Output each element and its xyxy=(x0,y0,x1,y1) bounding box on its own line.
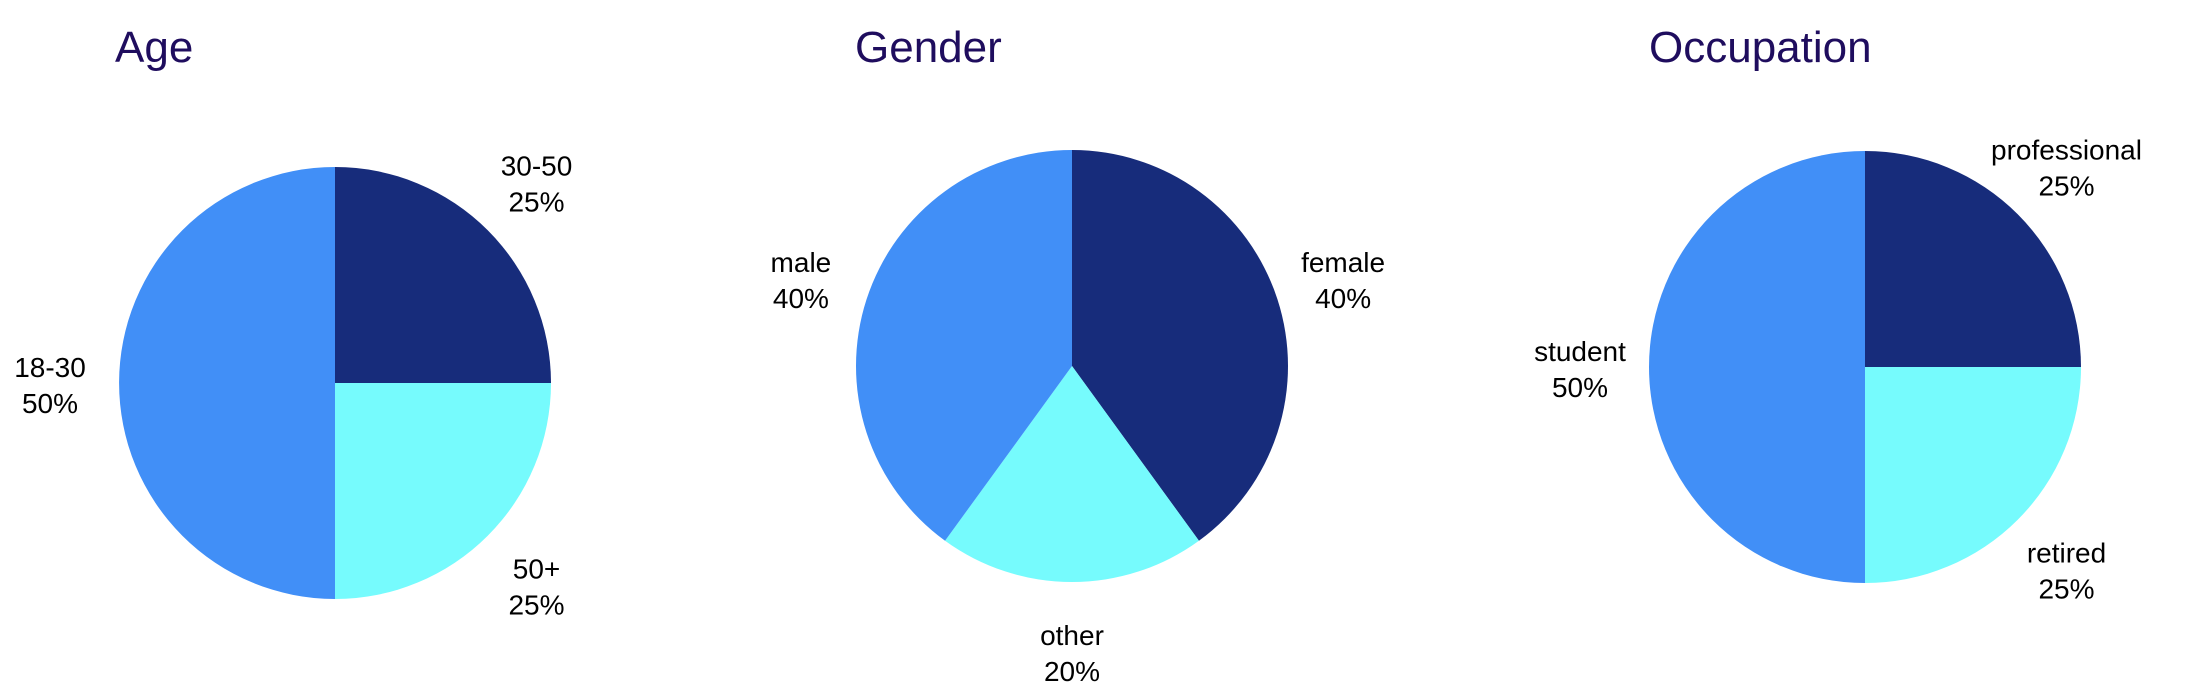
slice-label-18-30: 18-30 50% xyxy=(14,352,86,419)
pie-slice-male xyxy=(855,150,1072,541)
pie-slice-student xyxy=(1649,151,1865,583)
slice-category-label: female xyxy=(1301,247,1385,278)
slice-label-male: male 40% xyxy=(771,247,832,314)
slice-label-professional: professional 25% xyxy=(1991,135,2142,202)
chart-title-age: Age xyxy=(115,23,193,72)
pie-slice-retired xyxy=(1865,367,2081,583)
slice-percent-label: 50% xyxy=(1552,372,1608,403)
slice-percent-label: 50% xyxy=(22,388,78,419)
slice-label-30-50: 30-50 25% xyxy=(501,151,573,218)
slice-percent-label: 40% xyxy=(1315,283,1371,314)
pie-slice-18-30 xyxy=(119,167,335,599)
slice-percent-label: 25% xyxy=(2038,171,2094,202)
pie-slice-30-50 xyxy=(335,167,551,383)
slice-category-label: male xyxy=(771,247,832,278)
slice-percent-label: 20% xyxy=(1044,656,1100,687)
chart-title-gender: Gender xyxy=(855,23,1002,72)
pie-chart-age: Age 30-50 25%50+ 25%18-30 50% xyxy=(14,23,572,621)
slice-label-female: female 40% xyxy=(1301,247,1385,314)
slice-category-label: 30-50 xyxy=(501,151,573,182)
slice-percent-label: 25% xyxy=(508,187,564,218)
pie-slice-other xyxy=(945,366,1199,583)
pie-slice-professional xyxy=(1865,151,2081,367)
pie-chart-occupation: Occupation professional 25% retired 25% stud… xyxy=(1534,23,2142,605)
slice-category-label: retired xyxy=(2027,538,2106,569)
slice-category-label: professional xyxy=(1991,135,2142,166)
slice-percent-label: 25% xyxy=(508,590,564,621)
slice-percent-label: 25% xyxy=(2038,574,2094,605)
slice-category-label: other xyxy=(1040,620,1104,651)
slice-category-label: 50+ xyxy=(513,554,561,585)
chart-title-occupation: Occupation xyxy=(1649,23,1872,72)
slice-label-other: other 20% xyxy=(1040,620,1104,687)
slice-label-50-: 50+ 25% xyxy=(508,554,564,621)
slice-label-retired: retired 25% xyxy=(2027,538,2106,605)
pie-chart-gender: Gender female 40% other 20% male 40% xyxy=(771,23,1386,687)
slice-category-label: student xyxy=(1534,336,1626,367)
pie-slice-female xyxy=(1072,150,1289,541)
slice-percent-label: 40% xyxy=(773,283,829,314)
slice-category-label: 18-30 xyxy=(14,352,86,383)
slice-label-student: student 50% xyxy=(1534,336,1626,403)
pie-slice-50- xyxy=(335,383,551,599)
